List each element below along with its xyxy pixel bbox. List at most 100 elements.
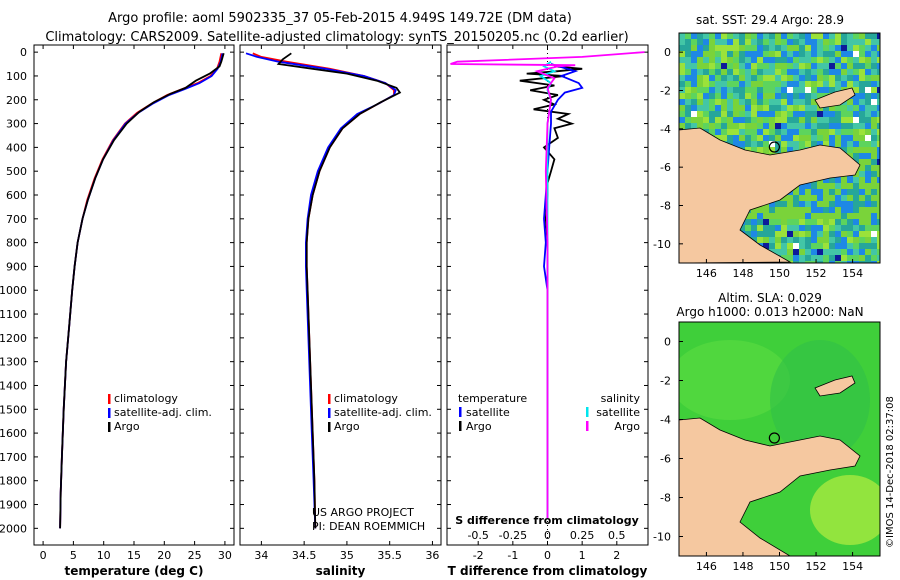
sst-cell (763, 219, 769, 225)
sst-cell (721, 39, 727, 45)
sla-map (679, 322, 880, 556)
sst-cell (703, 75, 709, 81)
sst-cell (715, 57, 721, 63)
sst-cell (811, 249, 817, 255)
sst-cell (781, 249, 787, 255)
sst-cell (817, 141, 823, 147)
sst-cell (799, 195, 805, 201)
sst-cell (697, 57, 703, 63)
sst-cell (853, 105, 859, 111)
sst-cell (781, 45, 787, 51)
sst-cell (823, 63, 829, 69)
sst-cell (877, 63, 880, 69)
sst-cell (751, 105, 757, 111)
sst-cell (787, 117, 793, 123)
sst-cell (799, 69, 805, 75)
sst-cell (847, 183, 853, 189)
sst-cell (865, 195, 871, 201)
sst-cell (871, 165, 877, 171)
sst-cell (709, 99, 715, 105)
sst-cell (865, 207, 871, 213)
sst-cell (817, 207, 823, 213)
legend-label: Argo (466, 420, 492, 433)
sst-cell (751, 129, 757, 135)
sst-cell (751, 141, 757, 147)
sst-cell (811, 225, 817, 231)
sst-cell (829, 201, 835, 207)
sst-cell (811, 75, 817, 81)
sst-cell (691, 99, 697, 105)
sst-cell (745, 117, 751, 123)
sst-cell (847, 189, 853, 195)
sst-cell (793, 219, 799, 225)
sst-cell (787, 237, 793, 243)
sst-cell (811, 213, 817, 219)
sst-cell (853, 129, 859, 135)
sst-cell (835, 33, 841, 39)
sst-cell (805, 39, 811, 45)
sst-cell (829, 63, 835, 69)
sst-cell (787, 129, 793, 135)
sst-cell (859, 183, 865, 189)
sst-cell (703, 39, 709, 45)
sst-cell (877, 45, 880, 51)
sst-cell (757, 117, 763, 123)
sst-cell (805, 261, 811, 263)
sst-cell (763, 45, 769, 51)
sst-cell (805, 189, 811, 195)
sst-cell (793, 195, 799, 201)
sst-map (679, 33, 880, 263)
map-x-tick-label: 148 (732, 267, 753, 280)
sst-cell (769, 225, 775, 231)
sst-cell (835, 39, 841, 45)
sst-cell (841, 75, 847, 81)
sst-cell (679, 75, 685, 81)
sst-cell (823, 213, 829, 219)
sst-cell (691, 51, 697, 57)
sst-cell (829, 255, 835, 261)
difference-panel: -2 -1 0 1 2 T difference from climatology temp… (446, 44, 649, 578)
sst-cell (853, 75, 859, 81)
x-tick-label: 2 (613, 549, 620, 562)
series-line-climatology (59, 53, 223, 529)
sst-cell (823, 225, 829, 231)
sst-cell (745, 111, 751, 117)
depth-tick-label: 1100 (0, 308, 27, 321)
sst-cell (697, 93, 703, 99)
sst-cell (859, 177, 865, 183)
sst-cell (871, 159, 877, 165)
sst-cell (835, 69, 841, 75)
sst-cell (859, 87, 865, 93)
sst-cell (787, 147, 793, 153)
sst-cell (763, 123, 769, 129)
sst-cell (793, 69, 799, 75)
sst-cell (769, 105, 775, 111)
sst-cell (685, 111, 691, 117)
sst-cell (763, 213, 769, 219)
sst-cell (763, 39, 769, 45)
sst-cell (721, 33, 727, 39)
sst-cell (877, 171, 880, 177)
sst-cell (769, 99, 775, 105)
sst-cell (799, 99, 805, 105)
sst-cell (757, 147, 763, 153)
sst-cell (877, 153, 880, 159)
sst-cell (835, 249, 841, 255)
sst-cell (691, 69, 697, 75)
sst-cell (847, 243, 853, 249)
sst-cell (751, 93, 757, 99)
sst-cell (835, 177, 841, 183)
sst-cell (847, 129, 853, 135)
sst-cell (769, 117, 775, 123)
sst-cell (739, 135, 745, 141)
sst-cell (781, 129, 787, 135)
sst-cell (715, 81, 721, 87)
depth-tick-label: 1000 (0, 284, 27, 297)
sst-cell (685, 51, 691, 57)
x-axis-label: temperature (deg C) (65, 564, 204, 578)
sst-cell (865, 141, 871, 147)
sst-cell (799, 93, 805, 99)
sst-cell (829, 123, 835, 129)
sst-cell (811, 237, 817, 243)
sst-cell (877, 249, 880, 255)
